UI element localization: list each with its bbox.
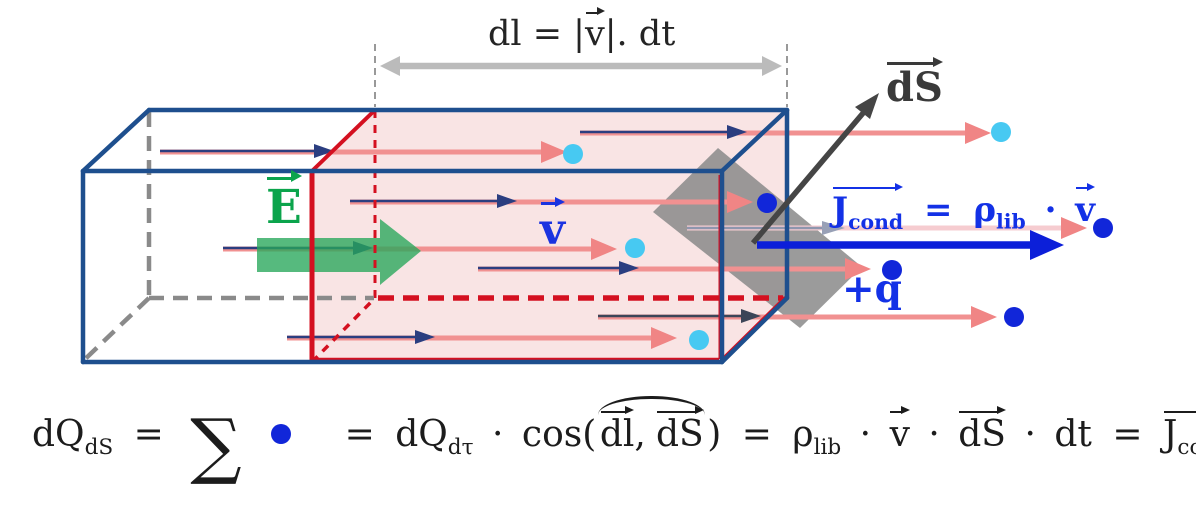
cdot: · <box>492 413 504 455</box>
cdot: · <box>859 413 872 455</box>
length-label-pre: dl = | <box>488 14 585 55</box>
cyan-charge-dot <box>991 122 1011 142</box>
velocity-vector-symbol: v <box>585 6 605 53</box>
blue-charge-dot <box>882 260 902 280</box>
e-field-arrow <box>257 219 421 285</box>
j-cond-vector: Jcond <box>832 182 904 232</box>
current-density-arrow <box>757 230 1064 260</box>
equals-sign: = <box>741 413 772 455</box>
ds-vector-symbol: dS <box>958 406 1006 454</box>
rho-lib: ρ <box>792 413 814 455</box>
ds-normal-arrow <box>750 93 879 245</box>
length-label: dl = |v|. dt <box>488 6 676 55</box>
charge-row <box>598 306 997 328</box>
cdot: · <box>1024 413 1036 455</box>
charge-row <box>580 122 991 144</box>
length-measure <box>374 44 788 107</box>
measure-arrowhead-right <box>762 56 782 76</box>
cdot: · <box>928 413 940 455</box>
blue-charge-dot <box>1093 218 1113 238</box>
charge-row <box>287 327 677 349</box>
velocity-vector-symbol: v <box>1075 182 1095 228</box>
length-label-post: |. dt <box>604 14 676 55</box>
j-cond-vector: Jcond <box>1163 408 1196 458</box>
hidden-edges <box>81 112 374 363</box>
e-field-label: E <box>266 170 302 235</box>
charge-dots <box>563 122 1113 350</box>
dt-term: dt <box>1054 413 1092 455</box>
cyan-charge-dot <box>625 238 645 258</box>
cyan-charge-dot <box>689 330 709 350</box>
blue-charge-dot <box>757 193 777 213</box>
sum-symbol: ∑ <box>190 402 242 487</box>
cyan-charge-dot <box>563 144 583 164</box>
charge-rows <box>160 122 1087 349</box>
measure-arrowhead-left <box>380 56 400 76</box>
equals-sign: = <box>344 413 375 455</box>
dq-dtau: dQ <box>395 413 448 455</box>
equals-sign: = <box>924 189 953 230</box>
angle-hat: dl, dS <box>596 396 707 455</box>
velocity-label: v <box>540 196 565 254</box>
equals-sign: = <box>1112 413 1143 455</box>
cdot: · <box>1044 189 1057 230</box>
charge-label: +q <box>842 266 902 312</box>
equals-sign: = <box>133 413 164 455</box>
charge-row <box>478 258 871 280</box>
charge-row <box>160 141 567 163</box>
dq-ds: dQ <box>32 413 85 455</box>
cos-open: cos( <box>521 413 597 455</box>
blue-charge-dot <box>1004 307 1024 327</box>
cos-close: ) <box>707 413 722 455</box>
flux-charge-formula: dQdS = ∑ = dQdτ · cos(dl, dS) = ρlib · v … <box>32 396 1196 481</box>
velocity-vector-symbol: v <box>890 406 911 454</box>
charge-row <box>687 217 1087 239</box>
surface-normal-label: dS <box>886 56 943 111</box>
free-charge-dot-icon <box>271 424 292 445</box>
current-density-equation: Jcond = ρlib · v <box>832 182 1095 232</box>
rho-lib: ρ <box>973 189 997 230</box>
